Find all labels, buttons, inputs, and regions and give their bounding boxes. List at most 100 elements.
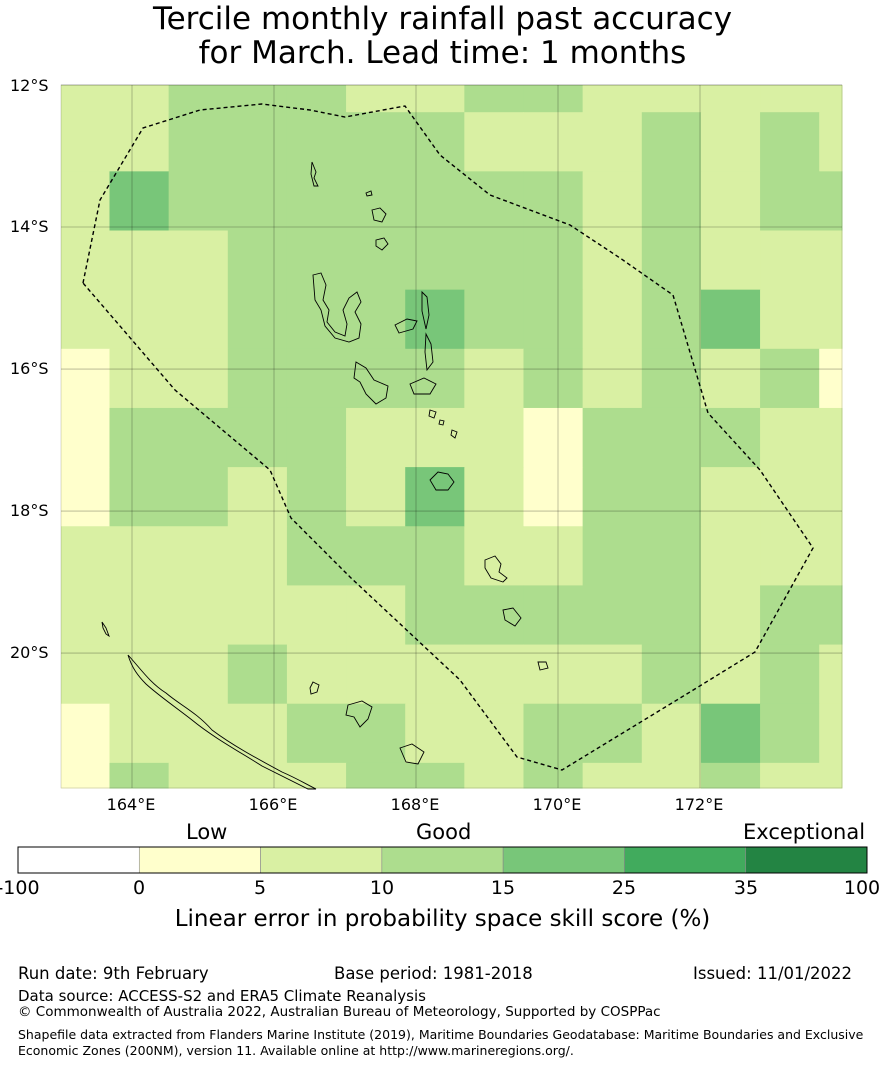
skill-cell	[109, 171, 170, 231]
skill-cell	[168, 703, 229, 764]
skill-cell	[405, 348, 465, 409]
skill-cell	[819, 467, 843, 527]
skill-cell	[464, 644, 524, 705]
skill-cell	[760, 526, 820, 586]
skill-cell	[346, 85, 406, 113]
skill-cell	[760, 289, 820, 350]
skill-cell	[464, 467, 524, 527]
skill-cell	[819, 703, 843, 764]
skill-cell	[760, 407, 820, 468]
island-efate	[429, 471, 455, 491]
skill-cell	[168, 289, 229, 350]
skill-cell	[760, 85, 820, 113]
skill-cell	[286, 230, 347, 291]
skill-cell	[641, 407, 702, 468]
skill-cell	[464, 407, 524, 468]
skill-cell	[346, 467, 406, 527]
colorbar-tick-label: 0	[132, 877, 146, 899]
shapefile-credit-line-2: Economic Zones (200NM), version 11. Avai…	[18, 1043, 574, 1058]
skill-cell	[286, 526, 347, 586]
skill-cell	[168, 762, 229, 789]
skill-cell	[61, 85, 110, 113]
skill-cell	[582, 348, 643, 409]
skill-cell	[346, 171, 406, 231]
skill-cell	[700, 703, 761, 764]
skill-cell	[61, 467, 110, 527]
category-label-good: Good	[416, 820, 472, 844]
skill-cell	[405, 85, 465, 113]
colorbar-segment	[138, 846, 261, 874]
skill-cell	[405, 289, 465, 350]
skill-cell	[819, 112, 843, 172]
shapefile-credit-line-1: Shapefile data extracted from Flanders M…	[18, 1027, 864, 1042]
skill-cell	[819, 348, 843, 409]
skill-cell	[760, 644, 820, 705]
skill-cell	[109, 644, 170, 705]
island-ambrym	[409, 377, 437, 395]
skill-cell	[523, 644, 584, 705]
skill-cell	[405, 467, 465, 527]
skill-cell	[819, 526, 843, 586]
skill-cell	[760, 348, 820, 409]
skill-cell	[641, 467, 702, 527]
skill-cell	[819, 171, 843, 231]
colorbar-tick-label: 100	[843, 877, 881, 899]
skill-cell	[582, 585, 643, 646]
category-label-exceptional: Exceptional	[743, 820, 866, 844]
skill-cell	[61, 585, 110, 646]
colorbar-segment	[745, 846, 868, 874]
skill-cell	[286, 407, 347, 468]
skill-cell	[760, 703, 820, 764]
skill-cell	[346, 703, 406, 764]
skill-cell	[523, 762, 584, 789]
skill-cell	[286, 112, 347, 172]
skill-cell	[523, 703, 584, 764]
skill-cell	[464, 703, 524, 764]
skill-cell	[582, 467, 643, 527]
skill-cell	[109, 703, 170, 764]
skill-cell	[819, 762, 843, 789]
colorbar-tick-label: 35	[733, 877, 759, 899]
skill-cell	[760, 585, 820, 646]
skill-cell	[405, 112, 465, 172]
skill-cell	[819, 85, 843, 113]
issued-date: Issued: 11/01/2022	[693, 964, 853, 983]
skill-cell	[61, 289, 110, 350]
skill-cell	[346, 289, 406, 350]
skill-cell	[405, 585, 465, 646]
skill-cell	[760, 467, 820, 527]
skill-cell	[168, 171, 229, 231]
skill-cell	[700, 526, 761, 586]
skill-cell	[109, 85, 170, 113]
colorbar-tick-label: 10	[369, 877, 395, 899]
island-pentecost	[424, 332, 434, 372]
skill-cell	[523, 171, 584, 231]
skill-cell	[464, 289, 524, 350]
skill-cell	[641, 703, 702, 764]
skill-cell	[168, 112, 229, 172]
skill-cell	[641, 112, 702, 172]
skill-cell	[819, 230, 843, 291]
island-belep	[101, 621, 110, 638]
skill-cell	[641, 585, 702, 646]
island-maewo	[421, 290, 430, 330]
island-erromango	[484, 555, 508, 583]
skill-cell	[286, 644, 347, 705]
island-espiritu-santo	[312, 272, 362, 343]
skill-cell	[819, 289, 843, 350]
colorbar	[17, 846, 868, 874]
skill-cell	[523, 526, 584, 586]
skill-cell	[227, 289, 288, 350]
skill-cell	[346, 348, 406, 409]
skill-cell	[109, 230, 170, 291]
skill-cell	[641, 762, 702, 789]
skill-cell	[168, 467, 229, 527]
skill-cell	[227, 112, 288, 172]
island-mare	[399, 743, 425, 765]
chart-title-line-1: Tercile monthly rainfall past accuracy	[152, 1, 733, 37]
y-tick-label: 12°S	[10, 76, 49, 95]
skill-cell	[464, 112, 524, 172]
skill-cell	[700, 112, 761, 172]
skill-cell	[286, 585, 347, 646]
skill-grid-cells	[61, 85, 843, 789]
